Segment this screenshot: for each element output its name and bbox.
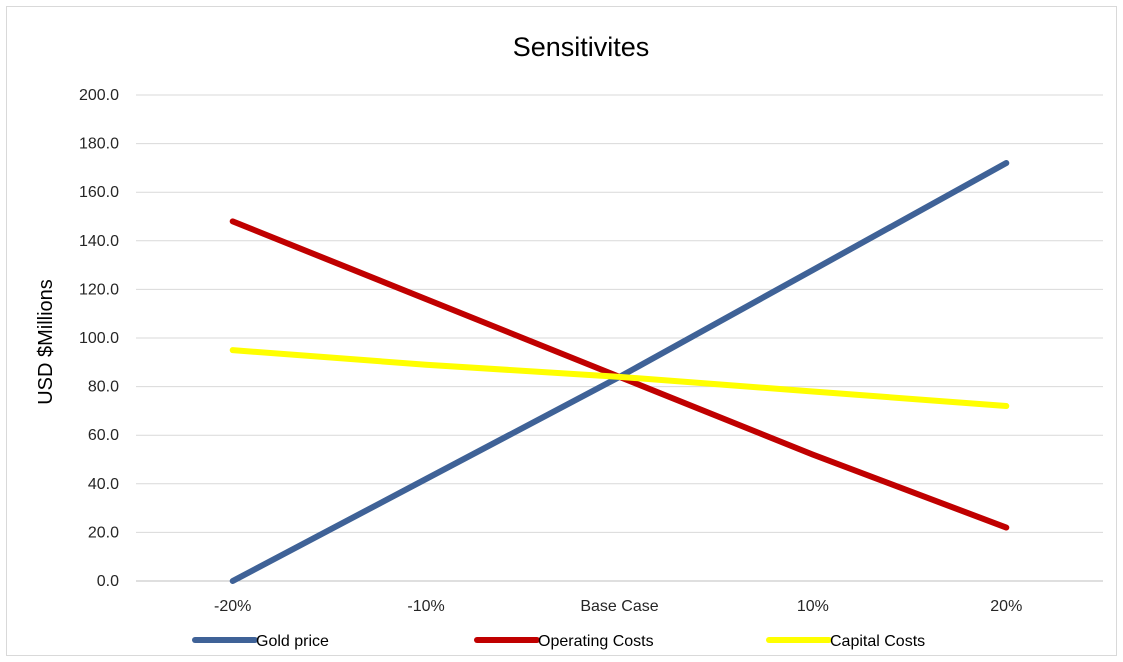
- gridlines: [136, 94, 1103, 582]
- y-tick-label: 160.0: [79, 184, 119, 201]
- y-axis-ticks: 0.0 20.0 40.0 60.0 80.0 100.0 120.0 140.0 160.0 1…: [79, 87, 119, 590]
- series-lines: [229, 160, 1010, 584]
- y-tick-label: 20.0: [88, 524, 119, 541]
- x-tick-label: Base Case: [580, 598, 658, 615]
- series-line-gold-price: [229, 160, 1010, 584]
- legend-label: Capital Costs: [830, 633, 925, 650]
- y-tick-label: 0.0: [97, 573, 119, 590]
- y-tick-label: 60.0: [88, 427, 119, 444]
- y-tick-label: 100.0: [79, 330, 119, 347]
- y-tick-label: 140.0: [79, 233, 119, 250]
- y-axis-title: USD $Millions: [35, 279, 57, 405]
- line-chart: Sensitivites USD $Millions 0.0 20.0 40.0 60…: [35, 32, 1103, 650]
- x-tick-label: 10%: [797, 598, 829, 615]
- legend-label: Operating Costs: [538, 633, 654, 650]
- y-tick-label: 120.0: [79, 281, 119, 298]
- y-tick-label: 200.0: [79, 87, 119, 104]
- x-tick-label: -20%: [214, 598, 251, 615]
- legend-label: Gold price: [256, 633, 329, 650]
- y-tick-label: 40.0: [88, 476, 119, 493]
- x-tick-label: -10%: [407, 598, 444, 615]
- chart-title: Sensitivites: [513, 32, 650, 62]
- x-tick-label: 20%: [990, 598, 1022, 615]
- series-line-capital-costs: [229, 347, 1010, 410]
- chart-frame: Sensitivites USD $Millions 0.0 20.0 40.0 60…: [6, 6, 1117, 656]
- legend: Gold price Operating Costs Capital Costs: [192, 633, 925, 650]
- y-tick-label: 80.0: [88, 379, 119, 396]
- y-tick-label: 180.0: [79, 136, 119, 153]
- x-axis-ticks: -20% -10% Base Case 10% 20%: [214, 598, 1022, 615]
